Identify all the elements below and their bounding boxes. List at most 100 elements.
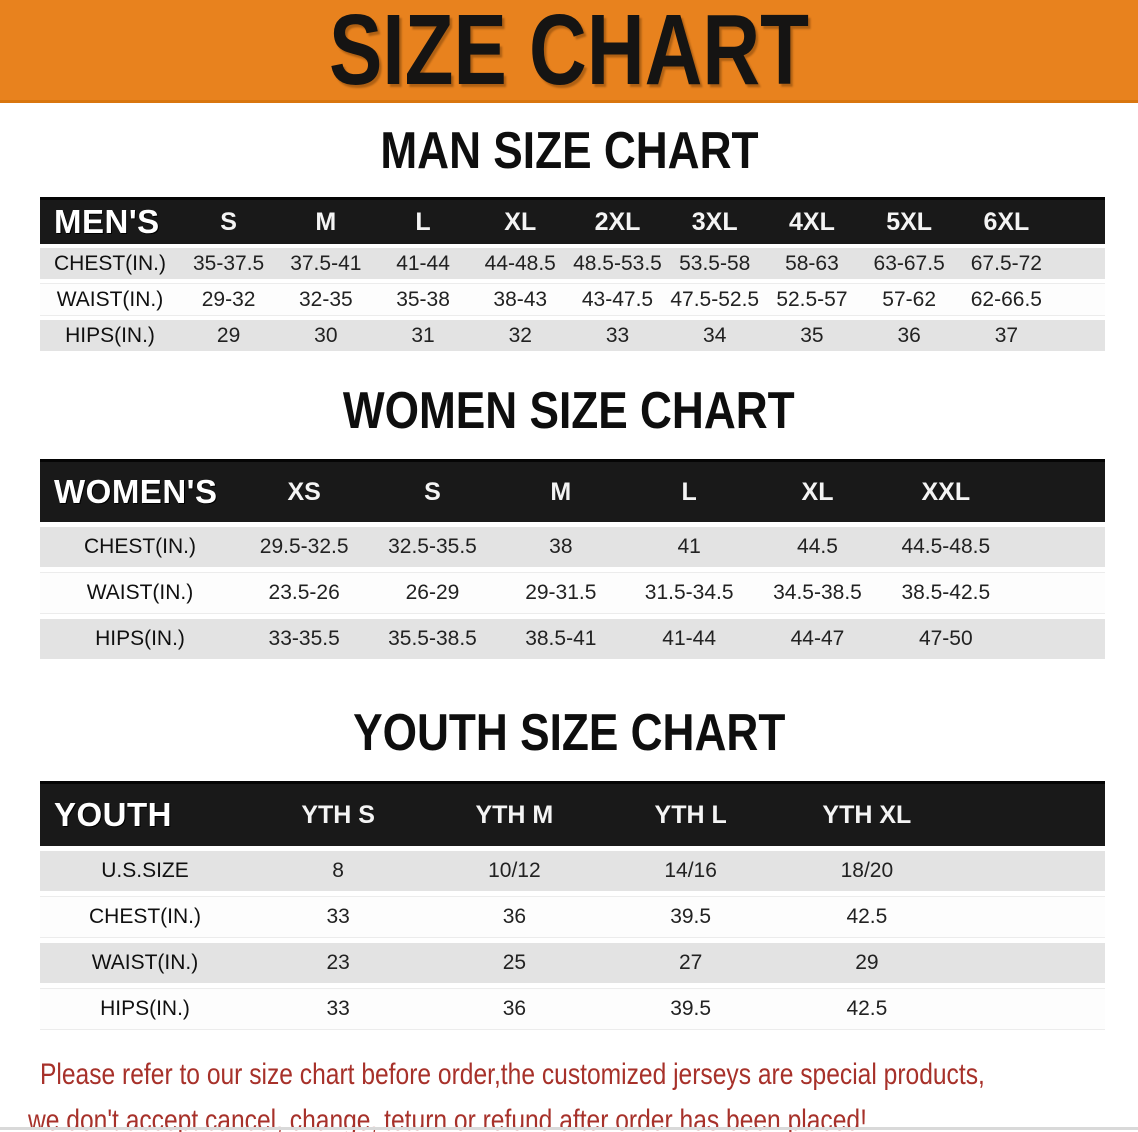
size-value: 32-35 (298, 287, 353, 311)
column-header: S (424, 477, 441, 506)
women-section-heading: WOMEN SIZE CHART (0, 385, 1138, 437)
row-spacer (955, 917, 1105, 918)
size-value: 41-44 (662, 627, 717, 650)
size-value: 38.5-42.5 (901, 581, 991, 604)
women-table-title: WOMEN'S (54, 473, 218, 510)
row-spacer (955, 871, 1105, 872)
row-label: U.S.SIZE (101, 859, 189, 882)
header-spacer (955, 815, 1105, 816)
row-label: CHEST(IN.) (84, 535, 196, 558)
row-label: CHEST(IN.) (54, 251, 166, 275)
size-value: 29.5-32.5 (259, 535, 349, 558)
size-value: 39.5 (670, 997, 712, 1020)
size-value: 32.5-35.5 (388, 535, 477, 558)
size-value: 53.5-58 (679, 251, 751, 275)
size-value: 33-35.5 (268, 627, 340, 650)
size-value: 44.5 (797, 535, 838, 558)
size-value: 34.5-38.5 (773, 581, 862, 604)
men-table-header-row: MEN'S S M L XL 2XL 3XL 4XL 5XL 6XL (40, 200, 1105, 244)
table-row-chest: CHEST(IN.) 29.5-32.5 32.5-35.5 38 41 44.… (40, 527, 1105, 567)
size-value: 10/12 (488, 859, 541, 882)
row-spacer (1010, 593, 1105, 594)
women-size-table: WOMEN'S XS S M L XL XXL CHEST(IN.) 29.5-… (40, 459, 1105, 659)
size-value: 36 (897, 323, 921, 347)
size-value: 44-48.5 (484, 251, 556, 275)
header-spacer (1010, 492, 1105, 493)
size-value: 31 (411, 323, 435, 347)
size-value: 35-37.5 (192, 251, 265, 275)
row-spacer (1055, 263, 1105, 264)
size-value: 67.5-72 (970, 251, 1042, 275)
column-header: YTH S (301, 800, 375, 829)
size-value: 41-44 (396, 251, 450, 275)
youth-table-header-row: YOUTH YTH S YTH M YTH L YTH XL (40, 784, 1105, 846)
size-value: 29 (855, 951, 879, 974)
size-value: 62-66.5 (970, 287, 1042, 311)
size-value: 35-38 (396, 287, 450, 311)
column-header: YTH L (654, 800, 727, 829)
column-header: XL (801, 477, 834, 506)
size-value: 37 (994, 323, 1019, 347)
table-row-chest: CHEST(IN.) 35-37.5 37.5-41 41-44 44-48.5… (40, 248, 1105, 279)
size-value: 44.5-48.5 (901, 535, 991, 558)
row-label: HIPS(IN.) (65, 323, 155, 347)
column-header: 6XL (983, 207, 1030, 236)
size-value: 38-43 (493, 287, 548, 311)
column-header: 3XL (691, 207, 738, 236)
size-value: 42.5 (846, 905, 888, 928)
size-value: 38.5-41 (525, 627, 597, 650)
size-value: 41 (677, 535, 701, 558)
women-heading-text: WOMEN SIZE CHART (343, 382, 795, 440)
row-label: WAIST(IN.) (56, 287, 164, 311)
size-value: 35 (800, 323, 824, 347)
size-value: 44-47 (790, 627, 845, 650)
column-header: M (550, 477, 572, 506)
row-spacer (1055, 299, 1105, 300)
table-row-hips: HIPS(IN.) 29 30 31 32 33 34 35 36 37 (40, 320, 1105, 351)
size-value: 8 (332, 859, 344, 882)
row-spacer (1010, 547, 1105, 548)
table-row-waist: WAIST(IN.) 23.5-26 26-29 29-31.5 31.5-34… (40, 572, 1105, 614)
youth-heading-text: YOUTH SIZE CHART (352, 704, 786, 762)
size-value: 38 (549, 535, 573, 558)
size-value: 43-47.5 (581, 287, 654, 311)
men-table-title: MEN'S (54, 203, 160, 240)
youth-table-title: YOUTH (54, 796, 172, 833)
column-header: L (681, 477, 697, 506)
size-value: 63-67.5 (873, 251, 945, 275)
row-label: WAIST(IN.) (91, 951, 199, 974)
table-row-hips: HIPS(IN.) 33 36 39.5 42.5 (40, 988, 1105, 1030)
row-spacer (1010, 639, 1105, 640)
size-value: 23 (326, 951, 350, 974)
header-spacer (1055, 222, 1105, 223)
column-header: XL (504, 207, 537, 236)
size-value: 27 (678, 951, 703, 974)
row-label: CHEST(IN.) (89, 905, 201, 928)
row-label: HIPS(IN.) (95, 627, 185, 650)
row-spacer (955, 1009, 1105, 1010)
women-table-header-row: WOMEN'S XS S M L XL XXL (40, 462, 1105, 522)
size-value: 18/20 (840, 859, 894, 882)
size-value: 31.5-34.5 (644, 581, 734, 604)
size-value: 23.5-26 (268, 581, 340, 604)
banner: SIZE CHART (0, 0, 1138, 103)
table-row-waist: WAIST(IN.) 23 25 27 29 (40, 943, 1105, 983)
column-header: XXL (921, 477, 971, 506)
size-value: 35.5-38.5 (388, 627, 477, 650)
man-heading-text: MAN SIZE CHART (379, 122, 759, 180)
column-header: 5XL (886, 207, 933, 236)
row-spacer (1055, 335, 1105, 336)
youth-section-heading: YOUTH SIZE CHART (0, 707, 1138, 759)
size-value: 33 (605, 323, 630, 347)
size-value: 30 (314, 323, 338, 347)
column-header: YTH XL (822, 800, 912, 829)
table-row-waist: WAIST(IN.) 29-32 32-35 35-38 38-43 43-47… (40, 283, 1105, 316)
disclaimer-text-1: Please refer to our size chart before or… (40, 1058, 985, 1091)
banner-title: SIZE CHART (329, 0, 809, 106)
size-value: 26-29 (405, 581, 460, 604)
row-label: WAIST(IN.) (86, 581, 194, 604)
column-header: 4XL (789, 207, 835, 236)
bottom-divider (0, 1127, 1138, 1130)
column-header: 2XL (594, 207, 641, 236)
size-value: 29 (216, 323, 241, 347)
